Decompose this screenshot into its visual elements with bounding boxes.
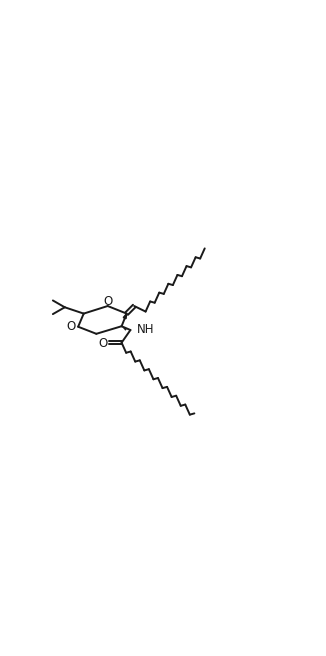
Polygon shape: [123, 314, 127, 319]
Text: O: O: [99, 337, 108, 350]
Text: NH: NH: [137, 323, 154, 336]
Text: O: O: [103, 295, 112, 308]
Text: O: O: [67, 320, 76, 333]
